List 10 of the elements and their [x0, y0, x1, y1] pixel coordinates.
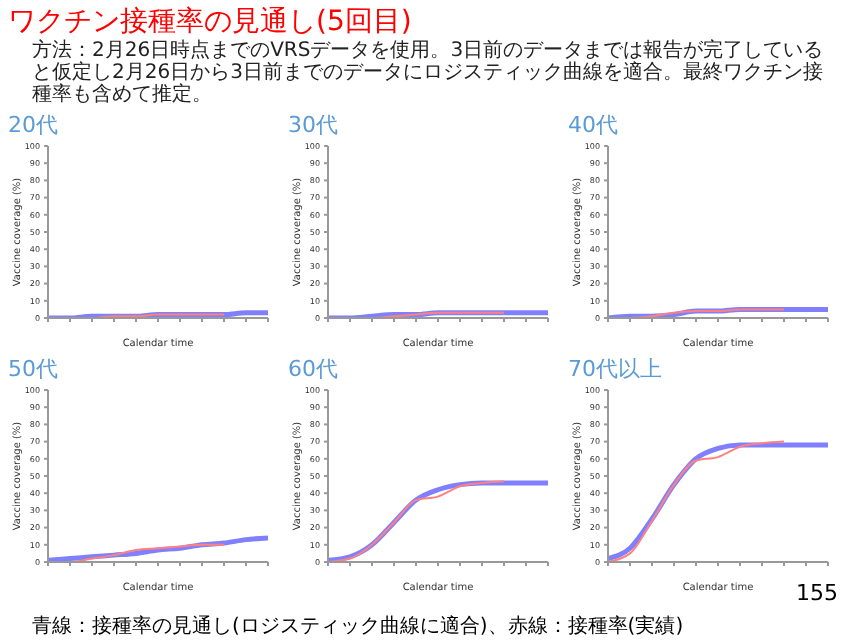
text: ワクチン接種率の見通し(5回目)	[8, 4, 412, 39]
chart-title: 30代	[288, 110, 338, 140]
chart-title: 40代	[568, 110, 618, 140]
chart-title: 70代以上	[568, 354, 662, 384]
text: 方法：2月26日時点までのVRSデータを使用。3日前のデータまでは報告が完了していると仮定し2月26日から3日前までのデータにロジスティック曲線を適合。最終ワクチン接種率も含めて推定。	[32, 40, 826, 106]
text: 155	[796, 580, 838, 606]
chart-title: 60代	[288, 354, 338, 384]
chart-title: 50代	[8, 354, 58, 384]
chart-title: 20代	[8, 110, 58, 140]
text: 青線：接種率の見通し(ロジスティック曲線に適合)、赤線：接種率(実績)	[32, 613, 684, 640]
